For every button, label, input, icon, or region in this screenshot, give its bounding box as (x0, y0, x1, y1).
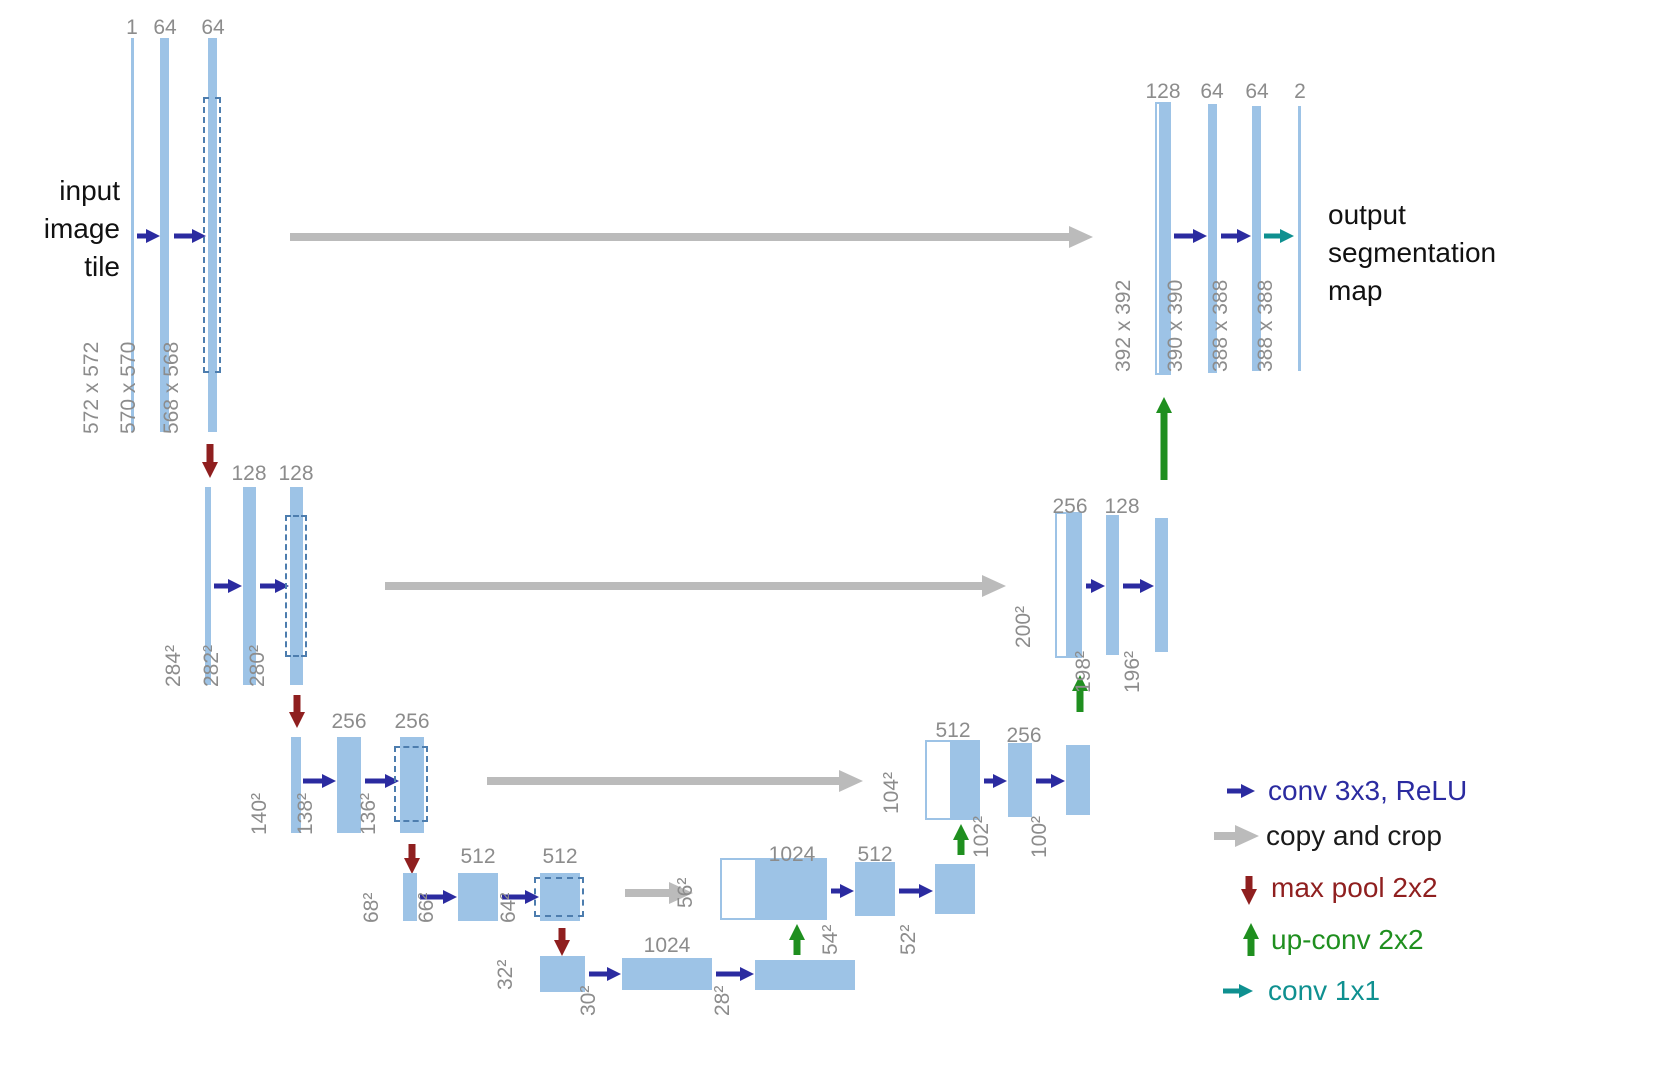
feature-map-bar (1008, 743, 1032, 817)
legend-conv-label: conv 3x3, ReLU (1268, 775, 1468, 806)
size-label: 284² (162, 644, 185, 687)
feature-map-bar (337, 737, 361, 833)
feature-map-bar (291, 737, 301, 833)
crop-region-outline (203, 97, 221, 373)
channel-label: 256 (1006, 724, 1042, 747)
channel-label: 128 (1145, 80, 1181, 103)
feature-map-bar (855, 862, 895, 916)
feature-map-bar (1155, 518, 1168, 652)
feature-map-bar (131, 38, 134, 432)
size-label: 388 x 388 (1254, 279, 1277, 372)
input-label-line: tile (84, 251, 120, 282)
channel-label: 2 (1294, 80, 1306, 103)
size-label: 102² (970, 815, 993, 858)
size-label: 64² (497, 892, 520, 923)
size-label: 104² (880, 771, 903, 814)
feature-map-bar (540, 873, 580, 921)
copied-feature-map (1155, 102, 1161, 375)
legend-copy-crop-label: copy and crop (1266, 820, 1442, 851)
size-label: 388 x 388 (1209, 279, 1232, 372)
channel-label: 128 (231, 462, 267, 485)
feature-map-bar (755, 960, 855, 990)
size-label: 136² (357, 792, 380, 835)
channel-label: 1 (126, 16, 138, 39)
crop-region-outline (285, 515, 307, 657)
feature-map-bar (290, 487, 303, 685)
channel-label: 512 (460, 845, 496, 868)
feature-map-bar (1252, 106, 1261, 371)
channel-label: 256 (331, 710, 367, 733)
size-label: 198² (1072, 650, 1095, 693)
output-label-line: segmentation (1328, 237, 1497, 268)
size-label: 200² (1012, 605, 1035, 648)
feature-map-bar (403, 873, 417, 921)
input-label-line: input (59, 175, 120, 206)
input-label-line: image (43, 213, 120, 244)
channel-label: 1024 (643, 934, 691, 957)
crop-region-outline (534, 877, 584, 917)
feature-map-bar (458, 873, 498, 921)
channel-label: 256 (1052, 495, 1088, 518)
legend-up-conv-label: up-conv 2x2 (1271, 924, 1424, 955)
size-label: 30² (577, 985, 600, 1016)
channel-label: 128 (278, 462, 314, 485)
channel-label: 512 (857, 843, 893, 866)
size-label: 572 x 572 (80, 341, 103, 434)
copied-feature-map (720, 858, 757, 920)
size-label: 570 x 570 (117, 341, 140, 434)
feature-map-bar (1298, 106, 1301, 371)
feature-map-bar (400, 737, 424, 833)
output-label-line: map (1328, 275, 1383, 306)
channel-label: 256 (394, 710, 430, 733)
feature-map-bar (205, 487, 211, 685)
size-label: 66² (415, 892, 438, 923)
channel-label: 64 (1245, 80, 1269, 103)
legend-max-pool-label: max pool 2x2 (1271, 872, 1438, 903)
size-label: 280² (246, 644, 269, 687)
size-label: 392 x 392 (1112, 279, 1135, 372)
size-label: 52² (897, 924, 920, 955)
feature-map-bar (1106, 515, 1119, 655)
crop-region-outline (394, 746, 428, 822)
channel-label: 512 (935, 719, 971, 742)
channel-label: 1024 (768, 843, 816, 866)
legend-conv-1x1-label: conv 1x1 (1268, 975, 1381, 1006)
copied-feature-map (925, 740, 952, 820)
feature-map-bar (160, 38, 169, 432)
feature-map-bar (952, 740, 980, 820)
size-label: 100² (1028, 815, 1051, 858)
size-label: 56² (674, 877, 697, 908)
copied-feature-map (1055, 512, 1068, 658)
size-label: 28² (711, 985, 734, 1016)
channel-label: 64 (153, 16, 177, 39)
output-segmentation-map-label: output segmentation map (1328, 196, 1588, 310)
size-label: 390 x 390 (1164, 279, 1187, 372)
channel-label: 64 (201, 16, 225, 39)
channel-label: 128 (1104, 495, 1140, 518)
size-label: 32² (494, 959, 517, 990)
feature-map-bar (243, 487, 256, 685)
feature-map-bar (1208, 104, 1217, 373)
size-label: 282² (200, 644, 223, 687)
feature-map-bar (622, 958, 712, 990)
size-label: 138² (294, 792, 317, 835)
output-label-line: output (1328, 199, 1406, 230)
feature-map-bar (540, 956, 585, 992)
channel-label: 64 (1200, 80, 1224, 103)
size-label: 568 x 568 (160, 341, 183, 434)
size-label: 54² (819, 924, 842, 955)
feature-map-bar (935, 864, 975, 914)
feature-map-bar (757, 858, 827, 920)
channel-label: 512 (542, 845, 578, 868)
size-label: 68² (360, 892, 383, 923)
feature-map-bar (208, 38, 217, 432)
input-image-tile-label: input image tile (26, 172, 120, 286)
size-label: 140² (248, 792, 271, 835)
feature-map-bar (1066, 745, 1090, 815)
feature-map-bar (1068, 512, 1082, 658)
size-label: 196² (1121, 650, 1144, 693)
feature-map-bar (1161, 102, 1171, 375)
